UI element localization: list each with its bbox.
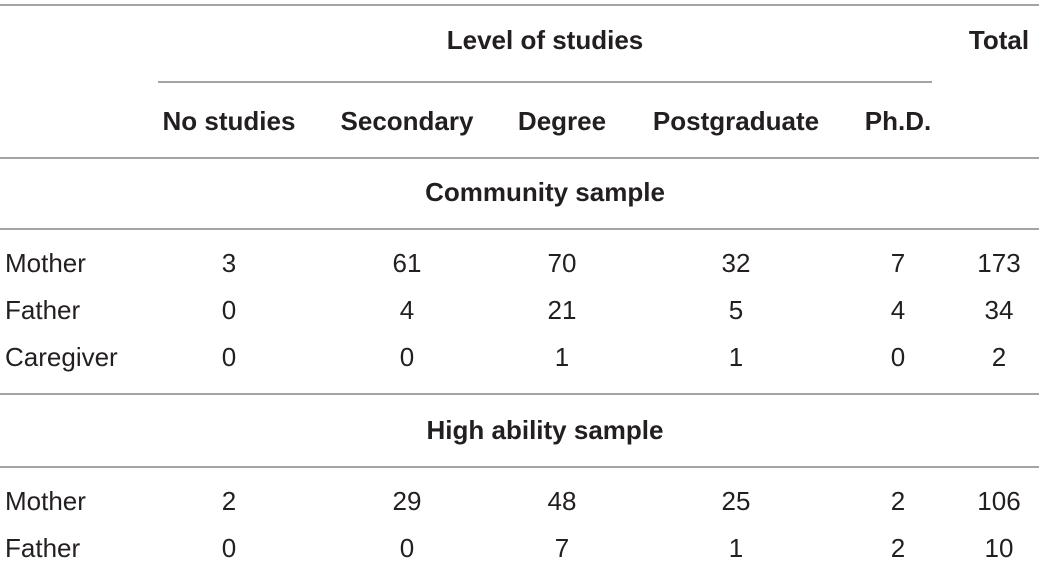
cell: 1 [729,533,743,563]
row-label: Father [5,533,80,563]
column-header: Secondary [341,106,474,136]
section-title: High ability sample [427,415,664,445]
row-label: Mother [5,248,86,278]
cell: 1 [555,342,569,372]
cell-total: 106 [977,486,1020,516]
column-header: No studies [163,106,296,136]
cell: 61 [393,248,422,278]
column-header: Degree [518,106,606,136]
cell: 0 [222,295,236,325]
cell-total: 2 [992,342,1006,372]
row-label: Father [5,295,80,325]
cell: 7 [891,248,905,278]
cell: 70 [548,248,577,278]
cell: 2 [891,533,905,563]
row-label: Caregiver [5,342,118,372]
cell: 0 [891,342,905,372]
cell-total: 10 [985,533,1014,563]
cell: 4 [891,295,905,325]
cell-total: 173 [977,248,1020,278]
cell: 0 [400,342,414,372]
cell: 25 [722,486,751,516]
cell: 0 [222,533,236,563]
row-label: Mother [5,486,86,516]
total-header: Total [969,25,1029,55]
cell: 29 [393,486,422,516]
cell: 7 [555,533,569,563]
cell: 0 [400,533,414,563]
column-header: Postgraduate [653,106,819,136]
group-header: Level of studies [447,25,644,55]
cell: 1 [729,342,743,372]
cell: 0 [222,342,236,372]
cell: 2 [222,486,236,516]
cell: 48 [548,486,577,516]
cell: 4 [400,295,414,325]
column-header: Ph.D. [865,106,931,136]
section-title: Community sample [425,177,665,207]
cell-total: 34 [985,295,1014,325]
cell: 3 [222,248,236,278]
cell: 2 [891,486,905,516]
cell: 5 [729,295,743,325]
cell: 32 [722,248,751,278]
cell: 21 [548,295,577,325]
